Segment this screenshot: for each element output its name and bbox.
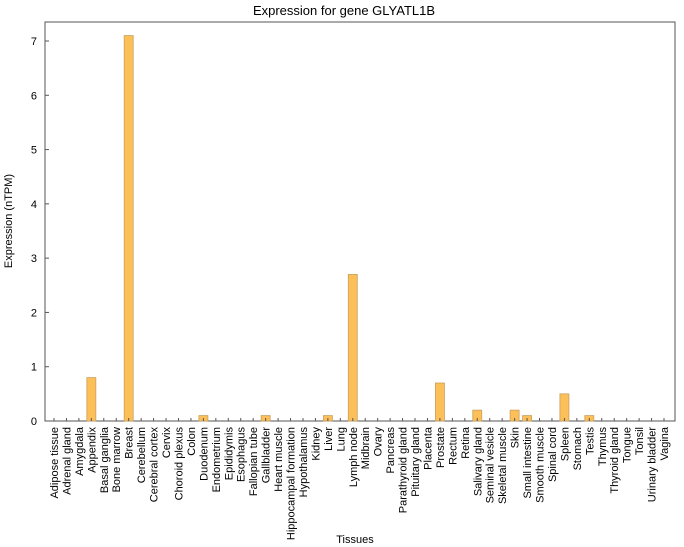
x-tick-label: Parathyroid gland: [398, 427, 410, 513]
chart-title: Expression for gene GLYATL1B: [253, 3, 435, 18]
x-tick-label: Tonsil: [634, 427, 646, 455]
x-tick-label: Small intestine: [522, 427, 534, 499]
x-tick-label: Endometrium: [211, 427, 223, 492]
x-tick-label: Gallbladder: [261, 427, 273, 484]
x-tick-label: Rectum: [447, 427, 459, 465]
x-tick-label: Cervix: [161, 427, 173, 459]
y-tick-label: 0: [31, 416, 37, 428]
x-axis-label: Tissues: [336, 534, 374, 546]
y-tick-label: 2: [31, 307, 37, 319]
x-tick-label: Skeletal muscle: [497, 427, 509, 504]
x-tick-label: Thymus: [597, 427, 609, 467]
x-tick-label: Bone marrow: [111, 427, 123, 492]
x-tick-label: Epididymis: [223, 427, 235, 481]
y-axis-label: Expression (nTPM): [3, 174, 15, 268]
bar-breast: [123, 35, 134, 422]
bar-prostate: [435, 382, 445, 422]
bar-spleen: [559, 393, 570, 422]
x-tick-label: Lung: [335, 427, 347, 451]
x-tick-label: Prostate: [435, 427, 447, 468]
x-tick-label: Pituitary gland: [410, 427, 422, 497]
x-tick-label: Breast: [124, 427, 136, 459]
x-tick-label: Kidney: [310, 427, 322, 461]
x-tick-label: Tongue: [622, 427, 634, 463]
x-tick-label: Retina: [460, 426, 472, 459]
y-tick-label: 3: [31, 253, 37, 265]
x-tick-label: Heart muscle: [273, 427, 285, 492]
x-tick-label: Stomach: [572, 427, 584, 470]
x-tick-label: Salivary gland: [472, 427, 484, 496]
bar-lymph-node: [347, 274, 358, 422]
y-tick-label: 6: [31, 90, 37, 102]
x-tick-label: Duodenum: [198, 427, 210, 481]
x-tick-label: Adipose tissue: [49, 427, 61, 499]
x-tick-label: Spleen: [559, 427, 571, 461]
x-tick-label: Liver: [323, 427, 335, 451]
x-tick-label: Pancreas: [385, 427, 397, 474]
y-tick-label: 1: [31, 362, 37, 374]
x-tick-label: Placenta: [422, 426, 434, 470]
x-tick-label: Basal ganglia: [99, 426, 111, 493]
x-tick-label: Hippocampal formation: [286, 427, 298, 540]
x-tick-label: Esophagus: [236, 427, 248, 483]
x-tick-label: Fallopian tube: [248, 427, 260, 496]
x-tick-label: Lymph node: [348, 427, 360, 487]
x-tick-label: Cerebral cortex: [149, 427, 161, 503]
y-tick-label: 7: [31, 36, 37, 48]
bar-appendix: [86, 377, 97, 422]
x-tick-label: Testis: [584, 427, 596, 456]
x-tick-label: Adrenal gland: [61, 427, 73, 495]
x-tick-label: Skin: [510, 427, 522, 448]
x-tick-label: Amygdala: [74, 426, 86, 476]
x-tick-label: Seminal vesicle: [485, 427, 497, 503]
x-tick-label: Appendix: [86, 427, 98, 473]
x-tick-label: Vagina: [659, 426, 671, 460]
x-tick-label: Ovary: [373, 427, 385, 457]
x-tick-label: Cerebellum: [136, 427, 148, 483]
x-tick-label: Thyroid gland: [609, 427, 621, 494]
x-tick-label: Spinal cord: [547, 427, 559, 482]
x-tick-label: Midbrain: [360, 427, 372, 469]
x-tick-label: Colon: [186, 427, 198, 456]
y-tick-label: 5: [31, 145, 37, 157]
x-tick-label: Choroid plexus: [173, 427, 185, 501]
x-tick-label: Urinary bladder: [647, 427, 659, 503]
y-tick-label: 4: [31, 199, 37, 211]
plot-frame: [44, 21, 676, 422]
x-tick-label: Smooth muscle: [535, 427, 547, 503]
x-tick-label: Hypothalamus: [298, 427, 310, 498]
